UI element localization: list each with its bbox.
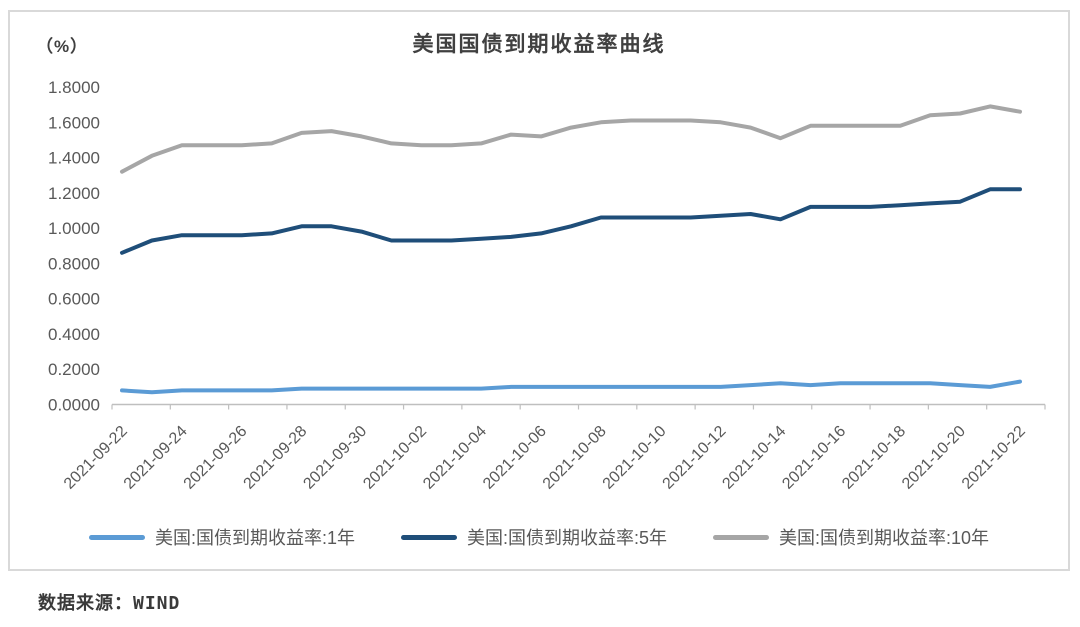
y-axis-tick-label: 1.2000 (48, 184, 100, 203)
series-line-2 (120, 104, 1022, 174)
x-axis-tick-label: 2021-10-10 (600, 423, 670, 493)
x-axis-tick-label: 2021-10-14 (719, 423, 789, 493)
y-axis-tick-label: 0.4000 (48, 325, 100, 344)
chart-title: 美国国债到期收益率曲线 (412, 33, 666, 56)
source-note: 数据来源：WIND (38, 593, 181, 614)
x-axis-tick-label: 2021-10-08 (540, 423, 610, 493)
x-axis-tick-label: 2021-10-16 (779, 423, 849, 493)
x-axis-tick-label: 2021-09-24 (121, 423, 191, 493)
y-axis-unit-label: （%） (36, 37, 89, 56)
series-line-1 (120, 187, 1022, 255)
legend-item-1y: 美国:国债到期收益率:1年 (88, 524, 355, 550)
x-axis-tick-label: 2021-10-22 (959, 423, 1029, 493)
x-axis-tick-label: 2021-10-02 (360, 423, 430, 493)
x-axis-tick-label: 2021-10-12 (660, 423, 730, 493)
y-axis-tick-label: 0.0000 (48, 396, 100, 415)
y-axis-tick-label: 0.2000 (48, 360, 100, 379)
x-axis-tick-label: 2021-10-18 (839, 423, 909, 493)
legend: 美国:国债到期收益率:1年 美国:国债到期收益率:5年 美国:国债到期收益率:1… (8, 524, 1070, 550)
x-axis-tick-label: 2021-09-22 (61, 423, 131, 493)
x-axis-tick-label: 2021-10-04 (420, 423, 490, 493)
x-axis-tick-label: 2021-10-06 (480, 423, 550, 493)
legend-label-10y: 美国:国债到期收益率:10年 (779, 528, 990, 548)
y-axis-tick-label: 0.8000 (48, 254, 100, 273)
legend-line-swatch-5y (400, 534, 457, 540)
x-axis-tick-label: 2021-09-28 (241, 423, 311, 493)
legend-line-swatch-1y (88, 534, 145, 540)
y-axis-tick-label: 0.6000 (48, 290, 100, 309)
x-axis-tick-label: 2021-10-20 (899, 423, 969, 493)
legend-label-1y: 美国:国债到期收益率:1年 (154, 528, 355, 548)
legend-item-5y: 美国:国债到期收益率:5年 (400, 524, 667, 550)
y-axis-tick-label: 1.6000 (48, 113, 100, 132)
legend-line-swatch-10y (713, 534, 769, 540)
chart-frame (8, 10, 1070, 571)
y-axis-tick-label: 1.0000 (48, 219, 100, 238)
legend-label-5y: 美国:国债到期收益率:5年 (466, 528, 667, 548)
y-axis-tick-label: 1.4000 (48, 149, 100, 168)
y-axis-tick-label: 1.8000 (48, 78, 100, 97)
x-axis-tick-label: 2021-09-26 (181, 423, 251, 493)
series-line-0 (120, 379, 1022, 395)
x-axis-tick-label: 2021-09-30 (300, 423, 370, 493)
legend-item-10y: 美国:国债到期收益率:10年 (713, 524, 989, 550)
